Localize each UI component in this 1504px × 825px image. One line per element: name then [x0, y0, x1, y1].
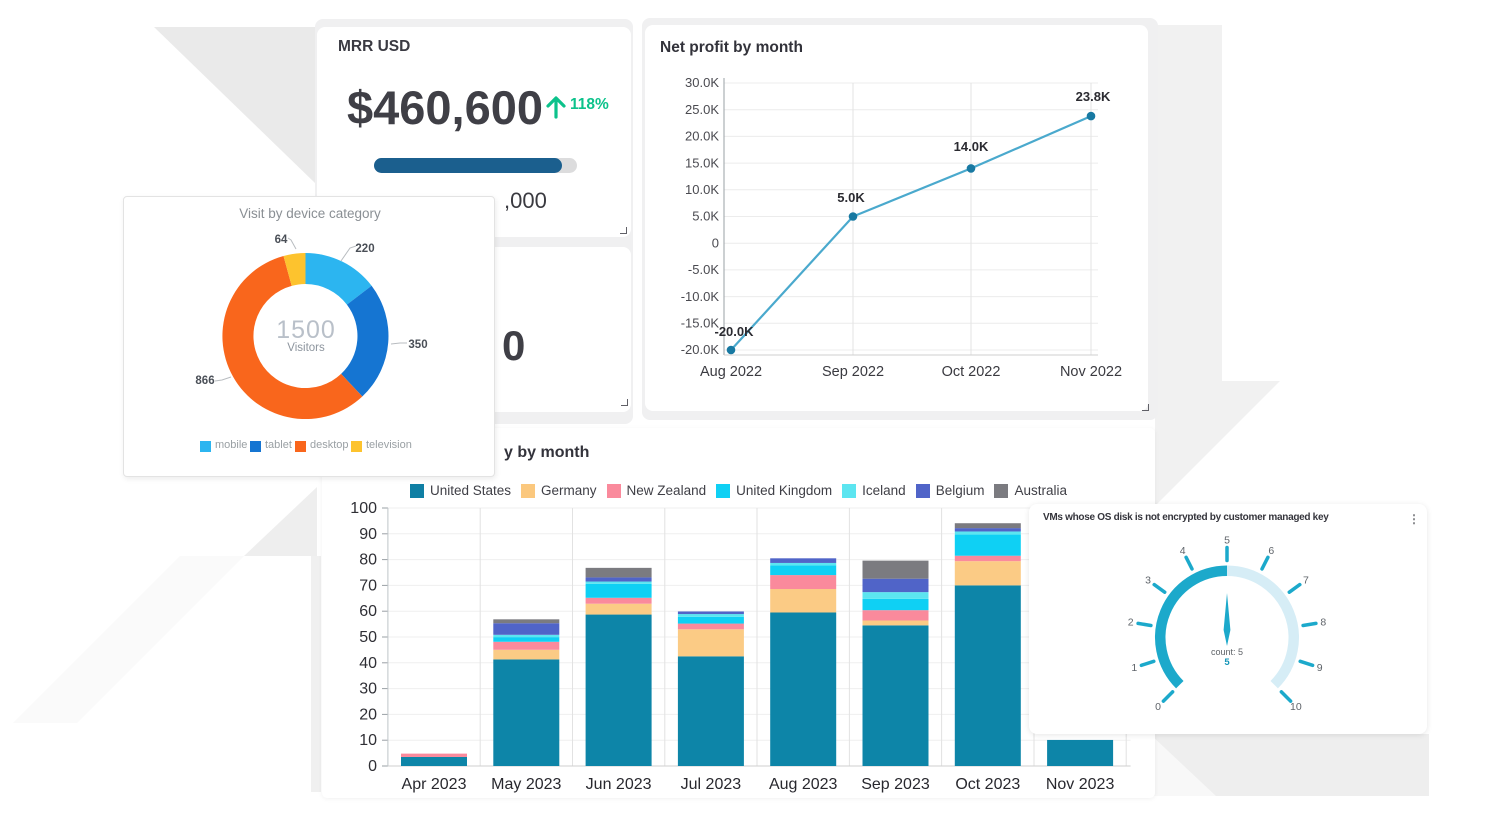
svg-text:5: 5	[1224, 535, 1230, 547]
svg-text:10.0K: 10.0K	[685, 182, 719, 197]
svg-text:Sep 2022: Sep 2022	[822, 364, 884, 380]
svg-text:7: 7	[1303, 575, 1309, 587]
svg-text:9: 9	[1317, 662, 1323, 674]
svg-text:23.8K: 23.8K	[1076, 89, 1111, 104]
svg-text:40: 40	[359, 655, 377, 672]
svg-text:64: 64	[275, 234, 288, 246]
svg-text:-20.0K: -20.0K	[681, 342, 720, 357]
svg-text:Aug 2023: Aug 2023	[769, 776, 838, 793]
svg-text:20: 20	[359, 706, 377, 723]
svg-text:1500: 1500	[276, 316, 336, 344]
svg-text:100: 100	[350, 500, 377, 517]
svg-text:2: 2	[1128, 617, 1134, 629]
svg-text:5.0K: 5.0K	[692, 209, 719, 224]
svg-text:Oct 2022: Oct 2022	[942, 364, 1001, 380]
svg-text:25.0K: 25.0K	[685, 102, 719, 117]
svg-text:80: 80	[359, 552, 377, 569]
svg-text:10: 10	[359, 732, 377, 749]
svg-text:70: 70	[359, 577, 377, 594]
svg-text:220: 220	[355, 243, 374, 255]
svg-text:1: 1	[1131, 662, 1137, 674]
svg-text:-10.0K: -10.0K	[681, 289, 720, 304]
svg-text:Visitors: Visitors	[287, 342, 325, 354]
svg-text:50: 50	[359, 629, 377, 646]
svg-text:-5.0K: -5.0K	[688, 262, 719, 277]
svg-text:6: 6	[1268, 545, 1274, 557]
svg-text:Jul 2023: Jul 2023	[681, 776, 742, 793]
svg-text:May 2023: May 2023	[491, 776, 561, 793]
svg-text:0: 0	[712, 235, 719, 250]
svg-text:30: 30	[359, 681, 377, 698]
svg-text:350: 350	[408, 339, 427, 351]
svg-text:866: 866	[195, 375, 214, 387]
svg-text:8: 8	[1320, 617, 1326, 629]
svg-text:Apr 2023: Apr 2023	[402, 776, 467, 793]
svg-text:0: 0	[1155, 701, 1161, 713]
svg-text:10: 10	[1290, 701, 1302, 713]
svg-text:Jun 2023: Jun 2023	[586, 776, 652, 793]
svg-text:60: 60	[359, 603, 377, 620]
svg-text:5.0K: 5.0K	[837, 190, 865, 205]
svg-text:Nov 2022: Nov 2022	[1060, 364, 1122, 380]
svg-text:count: 5: count: 5	[1211, 647, 1243, 657]
svg-text:-15.0K: -15.0K	[681, 316, 720, 331]
svg-text:20.0K: 20.0K	[685, 129, 719, 144]
svg-text:0: 0	[368, 758, 377, 775]
svg-text:30.0K: 30.0K	[685, 75, 719, 90]
svg-text:-20.0K: -20.0K	[714, 324, 754, 339]
svg-text:Oct 2023: Oct 2023	[955, 776, 1020, 793]
svg-text:Aug 2022: Aug 2022	[700, 364, 762, 380]
svg-text:15.0K: 15.0K	[685, 155, 719, 170]
svg-text:90: 90	[359, 526, 377, 543]
svg-text:5: 5	[1224, 657, 1230, 668]
svg-text:Sep 2023: Sep 2023	[861, 776, 930, 793]
svg-text:3: 3	[1145, 575, 1151, 587]
svg-text:14.0K: 14.0K	[954, 139, 989, 154]
svg-text:4: 4	[1180, 545, 1186, 557]
svg-text:Nov 2023: Nov 2023	[1046, 776, 1115, 793]
